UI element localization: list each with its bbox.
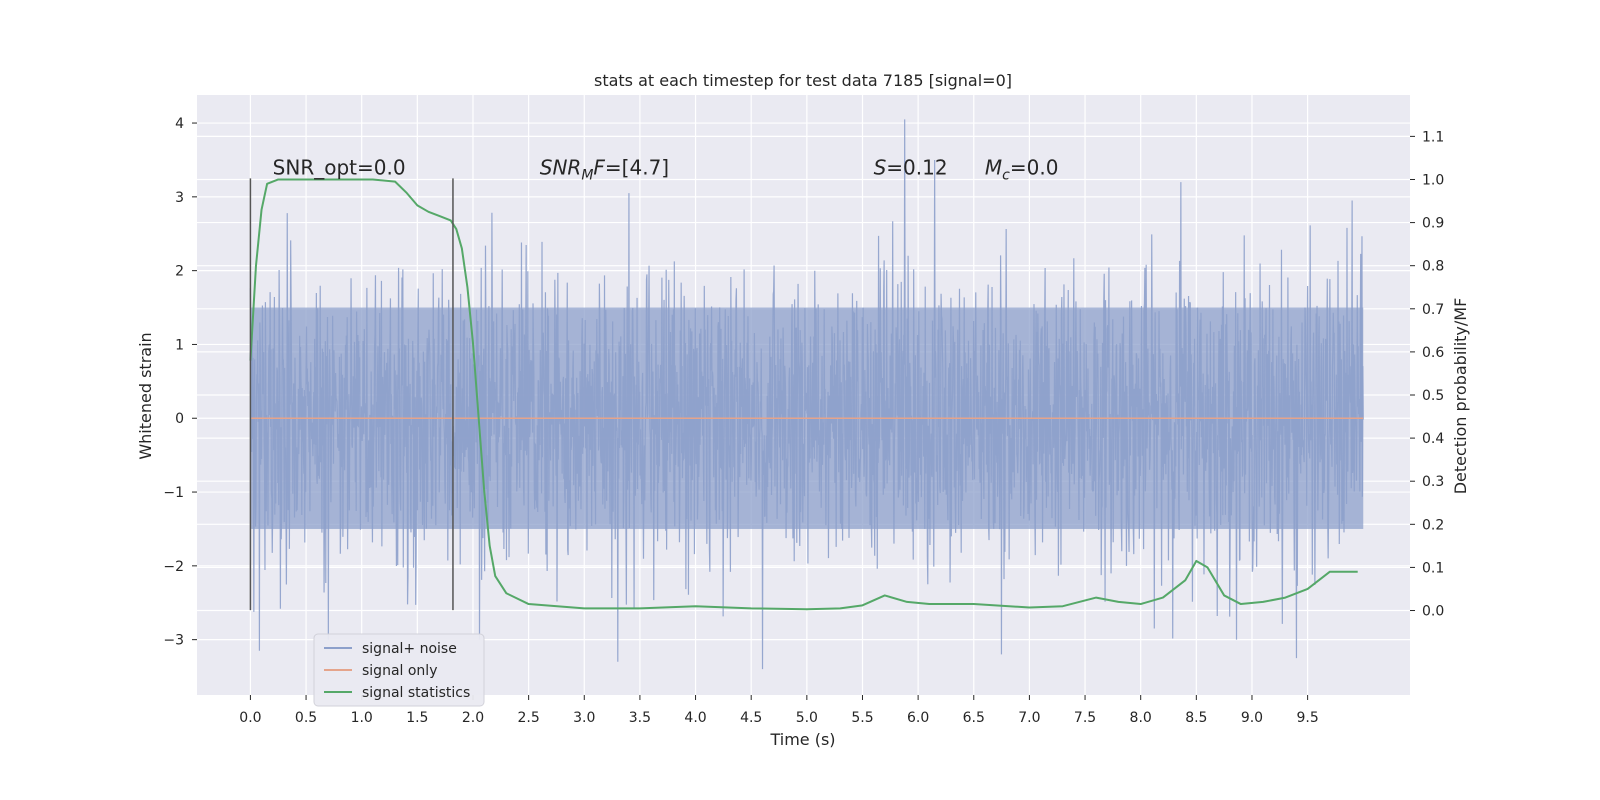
x-tick-label-1: 0.5 (295, 710, 317, 726)
annotation-snr-opt: SNR_opt=0.0 (273, 156, 406, 180)
x-tick-label-2: 1.0 (351, 710, 373, 726)
y-left-tick-label-3: 0 (175, 411, 184, 427)
x-tick-label-14: 7.0 (1018, 710, 1040, 726)
legend-entry-0: signal+ noise (362, 641, 457, 657)
y-left-tick-label-5: 2 (175, 264, 184, 280)
y-right-tick-label-3: 0.3 (1422, 474, 1444, 490)
annotation-snr-mf: SNRMF=[4.7] (540, 156, 669, 184)
y-left-tick-label-1: −2 (163, 559, 184, 575)
tick-labels: 0.0 0.5 1.0 1.5 2.0 2.5 3.0 3.5 4.0 4.5 5.0 5.5 6.0 6… (163, 116, 1444, 726)
x-tick-label-9: 4.5 (740, 710, 762, 726)
y-left-tick-label-4: 1 (175, 337, 184, 353)
y-left-tick-label-2: −1 (163, 485, 184, 501)
x-tick-label-19: 9.5 (1296, 710, 1318, 726)
y-right-tick-label-6: 0.6 (1422, 345, 1444, 361)
y-right-tick-label-10: 1.0 (1422, 172, 1444, 188)
y-left-tick-label-0: −3 (163, 633, 184, 649)
y-axis-label-right: Detection probability/MF (1451, 298, 1470, 495)
x-tick-label-16: 8.0 (1130, 710, 1152, 726)
legend-box (313, 633, 485, 707)
series-line-signal-statistics (249, 178, 1358, 611)
annotation-stat-s: S=0.12 (874, 156, 948, 180)
x-tick-label-15: 7.5 (1074, 710, 1096, 726)
x-tick-label-0: 0.0 (239, 710, 261, 726)
y-right-tick-label-7: 0.7 (1422, 302, 1444, 318)
x-tick-label-12: 6.0 (907, 710, 929, 726)
x-tick-label-11: 5.5 (851, 710, 873, 726)
y-axis-label-left: Whitened strain (136, 332, 155, 459)
legend: signal+ noise signal only signal statistic… (313, 633, 485, 707)
legend-entry-2: signal statistics (362, 685, 470, 701)
y-left-tick-label-6: 3 (175, 190, 184, 206)
y-right-tick-label-8: 0.8 (1422, 259, 1444, 275)
annotations: SNR_opt=0.0 SNRMF=[4.7] S=0.12 Mc=0.0 (273, 156, 1059, 184)
x-axis-label: Time (s) (769, 730, 835, 749)
x-tick-label-5: 2.5 (517, 710, 539, 726)
x-tick-label-6: 3.0 (573, 710, 595, 726)
annotation-stat-mc: Mc=0.0 (985, 156, 1059, 184)
x-tick-label-13: 6.5 (963, 710, 985, 726)
chart-title: stats at each timestep for test data 718… (594, 71, 1012, 90)
y-right-tick-label-9: 0.9 (1422, 216, 1444, 232)
y-right-tick-label-4: 0.4 (1422, 431, 1444, 447)
legend-entry-1: signal only (362, 663, 437, 679)
x-tick-label-10: 5.0 (796, 710, 818, 726)
series-lines (249, 178, 1364, 611)
x-tick-label-8: 4.0 (684, 710, 706, 726)
x-tick-label-18: 9.0 (1241, 710, 1263, 726)
x-tick-label-17: 8.5 (1185, 710, 1207, 726)
vertical-markers (249, 178, 454, 611)
y-right-tick-label-0: 0.0 (1422, 604, 1444, 620)
x-tick-label-3: 1.5 (406, 710, 428, 726)
y-left-tick-label-7: 4 (175, 116, 184, 132)
y-right-tick-label-11: 1.1 (1422, 129, 1444, 145)
y-right-tick-label-2: 0.2 (1422, 517, 1444, 533)
y-right-tick-label-1: 0.1 (1422, 560, 1444, 576)
y-right-tick-label-5: 0.5 (1422, 388, 1444, 404)
x-tick-label-7: 3.5 (629, 710, 651, 726)
x-tick-label-4: 2.0 (462, 710, 484, 726)
